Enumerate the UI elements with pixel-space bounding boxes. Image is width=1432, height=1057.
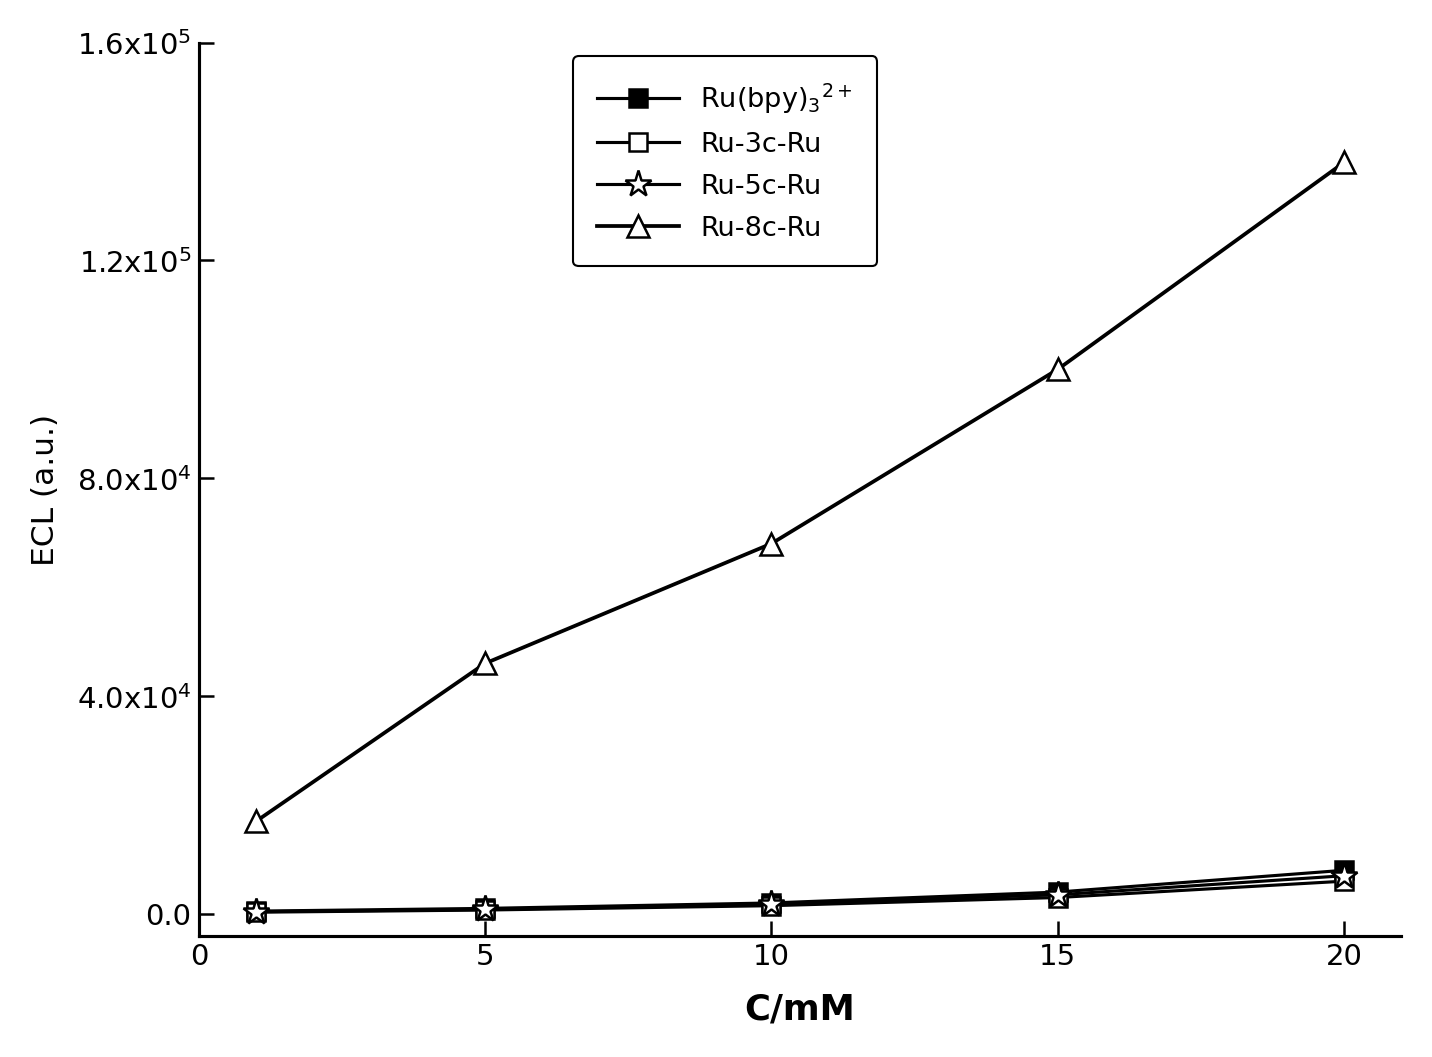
Ru-5c-Ru (1335, 870, 1352, 883)
Ru(bpy)$_3$$^{2+}$ (248, 905, 265, 917)
Ru-5c-Ru (763, 897, 780, 910)
Ru-5c-Ru (248, 906, 265, 919)
Ru-8c-Ru (477, 657, 494, 670)
Ru-8c-Ru (763, 538, 780, 551)
Ru-8c-Ru (248, 815, 265, 828)
Ru-5c-Ru (477, 904, 494, 916)
Y-axis label: ECL (a.u.): ECL (a.u.) (32, 413, 60, 565)
Ru-3c-Ru (1335, 875, 1352, 888)
Ru(bpy)$_3$$^{2+}$ (763, 896, 780, 909)
Ru(bpy)$_3$$^{2+}$ (477, 902, 494, 914)
Ru-3c-Ru (477, 904, 494, 916)
Ru-5c-Ru (1048, 889, 1065, 902)
Ru(bpy)$_3$$^{2+}$ (1335, 864, 1352, 876)
Ru-3c-Ru (1048, 891, 1065, 904)
Ru-8c-Ru (1335, 156, 1352, 169)
Line: Ru-8c-Ru: Ru-8c-Ru (245, 151, 1355, 833)
Line: Ru(bpy)$_3$$^{2+}$: Ru(bpy)$_3$$^{2+}$ (246, 861, 1353, 921)
Ru-3c-Ru (763, 900, 780, 912)
Ru-8c-Ru (1048, 364, 1065, 376)
Line: Ru-3c-Ru: Ru-3c-Ru (246, 872, 1353, 922)
Ru(bpy)$_3$$^{2+}$ (1048, 886, 1065, 898)
Ru-3c-Ru (248, 906, 265, 919)
Legend: Ru(bpy)$_3$$^{2+}$, Ru-3c-Ru, Ru-5c-Ru, Ru-8c-Ru: Ru(bpy)$_3$$^{2+}$, Ru-3c-Ru, Ru-5c-Ru, … (573, 57, 878, 266)
Line: Ru-5c-Ru: Ru-5c-Ru (242, 863, 1358, 925)
X-axis label: C/mM: C/mM (745, 991, 855, 1025)
